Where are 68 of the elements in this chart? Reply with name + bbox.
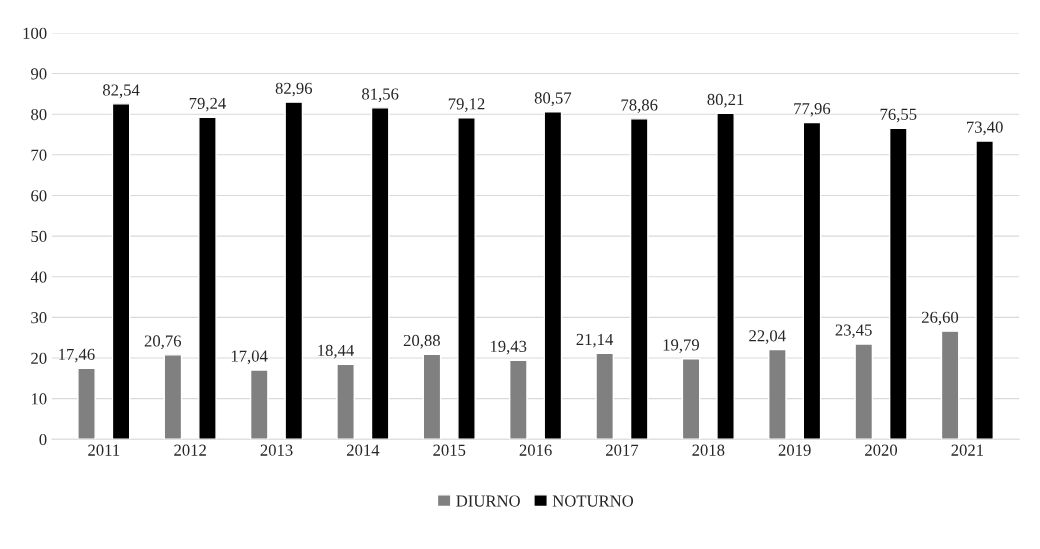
- bar: [802, 121, 822, 440]
- legend-label: NOTURNO: [552, 495, 634, 507]
- bar: [370, 107, 390, 440]
- x-tick-label: 2020: [865, 444, 898, 456]
- bar: [249, 369, 269, 440]
- bar: [681, 358, 701, 440]
- bar: [336, 363, 355, 440]
- y-tick-label: 0: [39, 433, 47, 446]
- bar: [768, 348, 787, 440]
- x-tick-label: 2015: [433, 444, 466, 456]
- data-label: 79,12: [448, 98, 485, 112]
- x-tick-label: 2019: [778, 444, 811, 456]
- bar: [629, 118, 649, 440]
- bar: [508, 359, 528, 440]
- x-tick-label: 2013: [260, 444, 293, 456]
- bar: [975, 140, 994, 440]
- y-tick-label: 80: [31, 108, 47, 121]
- data-label: 18,44: [318, 344, 354, 359]
- data-label: 20,88: [403, 334, 440, 349]
- data-label: 73,40: [967, 121, 1003, 136]
- data-label: 79,24: [189, 97, 226, 112]
- bar: [940, 330, 960, 440]
- x-tick-label: 2014: [346, 444, 380, 456]
- data-label: 23,45: [835, 324, 872, 339]
- data-label: 26,60: [921, 311, 959, 326]
- bar: [543, 111, 563, 440]
- bar: [888, 127, 908, 440]
- bar: [163, 354, 183, 440]
- y-tick-label: 100: [23, 27, 47, 39]
- data-label: 21,14: [576, 333, 614, 348]
- bar: [198, 116, 217, 440]
- bar: [284, 101, 304, 440]
- x-tick-label: 2012: [174, 444, 206, 456]
- y-tick-label: 20: [31, 352, 47, 364]
- y-tick-label: 40: [30, 271, 47, 283]
- x-tick-label: 2011: [88, 444, 120, 456]
- y-tick-label: 50: [31, 230, 47, 243]
- data-label: 17,04: [231, 350, 268, 365]
- data-label: 82,54: [102, 84, 140, 99]
- data-label: 76,55: [880, 108, 917, 123]
- data-label: 17,46: [59, 348, 95, 363]
- bar: [457, 117, 476, 440]
- data-label: 20,76: [144, 335, 182, 349]
- bar: [422, 353, 442, 440]
- data-label: 19,79: [663, 339, 699, 353]
- y-tick-label: 90: [31, 68, 47, 80]
- y-tick-label: 60: [31, 190, 47, 202]
- data-label: 82,96: [275, 82, 313, 97]
- data-label: 80,21: [707, 93, 744, 108]
- x-tick-label: 2017: [606, 444, 639, 456]
- y-tick-label: 70: [31, 149, 47, 161]
- data-label: 80,57: [534, 92, 572, 107]
- legend-label: DIURNO: [456, 495, 520, 507]
- data-label: 19,43: [490, 340, 527, 355]
- x-tick-label: 2021: [951, 444, 984, 456]
- bar: [854, 343, 874, 440]
- bar: [716, 112, 735, 440]
- y-tick-label: 10: [31, 393, 47, 405]
- bar: [77, 367, 96, 440]
- y-tick-label: 30: [31, 312, 47, 324]
- bar: [595, 352, 615, 440]
- data-label: 77,96: [794, 103, 831, 117]
- x-tick-label: 2018: [692, 444, 725, 456]
- x-tick-label: 2016: [519, 444, 552, 456]
- bar: [111, 103, 131, 440]
- data-label: 81,56: [362, 88, 399, 102]
- data-label: 22,04: [749, 330, 786, 344]
- data-label: 78,86: [621, 99, 658, 113]
